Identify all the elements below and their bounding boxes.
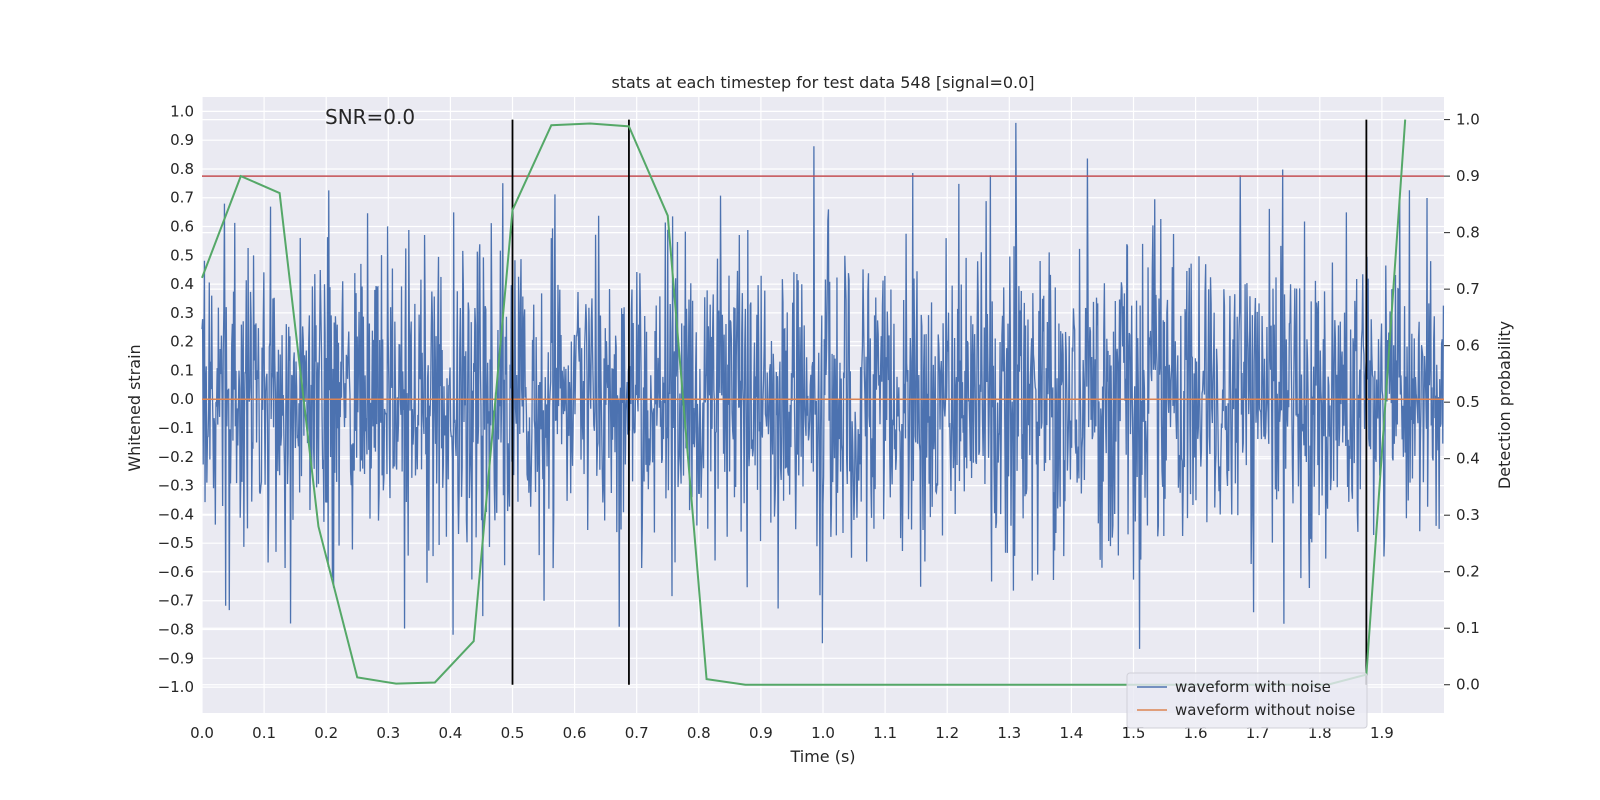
chart-title: stats at each timestep for test data 548… (611, 73, 1034, 92)
y2-tick-label: 1.0 (1456, 111, 1480, 129)
x-tick-label: 0.3 (376, 724, 400, 742)
x-tick-label: 1.1 (873, 724, 897, 742)
x-tick-label: 0.2 (314, 724, 338, 742)
noise-waveform-line (201, 122, 1445, 649)
y-tick-label: 0.0 (170, 390, 194, 408)
x-tick-label: 0.1 (252, 724, 276, 742)
y-tick-label: −0.5 (158, 534, 194, 552)
y-tick-label: −1.0 (158, 678, 194, 696)
y-tick-label: 0.8 (170, 160, 194, 178)
x-tick-label: 0.9 (749, 724, 773, 742)
legend-box (1126, 672, 1368, 729)
y2-tick-label: 0.1 (1456, 619, 1480, 637)
y-tick-label: −0.4 (158, 505, 194, 523)
y-tick-label: −0.2 (158, 448, 194, 466)
y-tick-label: 0.6 (170, 218, 194, 236)
legend: waveform with noise waveform without noi… (1126, 672, 1368, 729)
x-axis-label: Time (s) (789, 747, 855, 766)
y-axis-right: 1.0 0.9 0.8 0.7 0.6 0.5 0.4 0.3 0.2 0.1 0.0 (1444, 111, 1480, 694)
y-tick-label: −0.6 (158, 563, 194, 581)
y2-tick-label: 0.7 (1456, 280, 1480, 298)
series-waveform-with-noise (201, 122, 1445, 649)
x-tick-label: 0.8 (687, 724, 711, 742)
y-tick-label: 0.2 (170, 333, 194, 351)
legend-label-clean: waveform without noise (1175, 701, 1355, 719)
y-tick-label: −0.1 (158, 419, 194, 437)
y-tick-label: 0.1 (170, 361, 194, 379)
y-tick-label: −0.7 (158, 592, 194, 610)
y-tick-label: −0.8 (158, 621, 194, 639)
x-axis: 0.0 0.1 0.2 0.3 0.4 0.5 0.6 0.7 0.8 0.9 1.0 1.1 1.2 1… (190, 724, 1394, 742)
y2-tick-label: 0.0 (1456, 676, 1480, 694)
x-tick-label: 1.2 (935, 724, 959, 742)
y2-tick-label: 0.4 (1456, 450, 1480, 468)
y2-axis-label: Detection probability (1495, 321, 1514, 489)
x-tick-label: 0.4 (438, 724, 462, 742)
x-tick-label: 1.9 (1370, 724, 1394, 742)
x-tick-label: 1.0 (811, 724, 835, 742)
x-tick-label: 1.3 (997, 724, 1021, 742)
y2-tick-label: 0.5 (1456, 393, 1480, 411)
x-tick-label: 0.7 (625, 724, 649, 742)
y-tick-label: 0.9 (170, 131, 194, 149)
y-tick-label: 0.7 (170, 189, 194, 207)
y-tick-label: 1.0 (170, 102, 194, 120)
y-axis-label: Whitened strain (125, 344, 144, 471)
y2-tick-label: 0.3 (1456, 506, 1480, 524)
x-tick-label: 0.5 (501, 724, 525, 742)
y-tick-label: 0.5 (170, 246, 194, 264)
y2-tick-label: 0.6 (1456, 337, 1480, 355)
x-tick-label: 1.4 (1059, 724, 1083, 742)
y2-tick-label: 0.2 (1456, 563, 1480, 581)
x-tick-label: 0.6 (563, 724, 587, 742)
y2-tick-label: 0.9 (1456, 167, 1480, 185)
y-tick-label: 0.3 (170, 304, 194, 322)
snr-annotation: SNR=0.0 (325, 105, 415, 129)
y-tick-label: −0.3 (158, 477, 194, 495)
y2-tick-label: 0.8 (1456, 224, 1480, 242)
y-tick-label: 0.4 (170, 275, 194, 293)
legend-label-noise: waveform with noise (1175, 678, 1331, 696)
y-tick-label: −0.9 (158, 649, 194, 667)
x-tick-label: 0.0 (190, 724, 214, 742)
y-axis-left: 1.0 0.9 0.8 0.7 0.6 0.5 0.4 0.3 0.2 0.1 0.0 −0.1 −0.… (158, 102, 194, 696)
